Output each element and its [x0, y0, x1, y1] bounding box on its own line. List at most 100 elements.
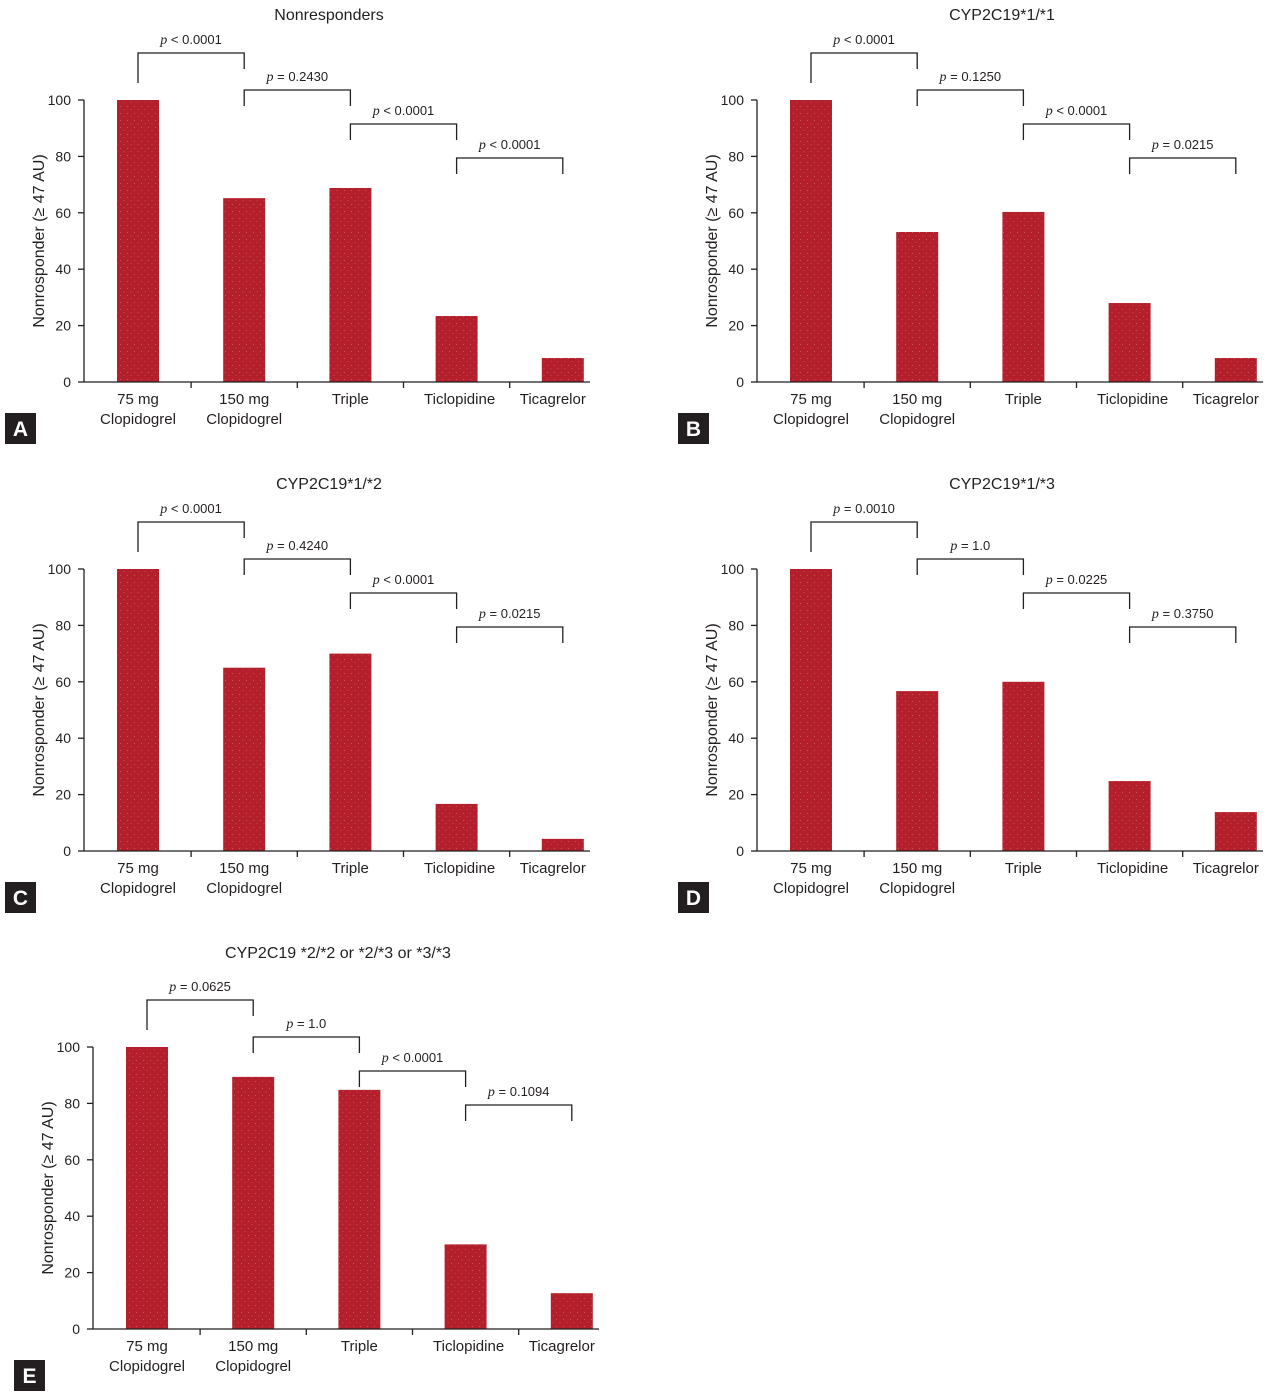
- bar-75-mg-clopidogrel: [790, 569, 832, 851]
- significance-bracket: [349, 123, 458, 140]
- bar-ticlopidine: [435, 803, 478, 851]
- y-tick-label: 80: [55, 148, 71, 164]
- bar-150-mg-clopidogrel: [896, 231, 939, 382]
- chart-title: CYP2C19*1/*3: [949, 476, 1055, 493]
- bar-triple: [1002, 681, 1045, 851]
- bar-triple: [329, 653, 372, 851]
- p-value-label: p = 0.0215: [478, 606, 541, 622]
- category-label-triple: Triple: [1005, 860, 1042, 877]
- category-label-150-mg-clopidogrel: Clopidogrel: [215, 1358, 291, 1375]
- y-tick-label: 80: [728, 148, 744, 164]
- panel-d: CYP2C19*1/*3 0 20 40 60 80 100 75 mg Clopidogrel…: [678, 476, 1263, 913]
- panel-a: Nonresponders 0 20 40 60 80 100 75 mg Clopidogre…: [5, 7, 590, 444]
- category-label-150-mg-clopidogrel: Clopidogrel: [206, 411, 282, 428]
- y-tick-label: 40: [55, 730, 71, 746]
- y-tick-label: 80: [728, 617, 744, 633]
- category-label-75-mg-clopidogrel: 75 mg: [126, 1338, 168, 1355]
- bar-triple: [329, 187, 372, 382]
- panel-letter-box: [678, 882, 709, 913]
- significance-bracket: [358, 1070, 467, 1087]
- category-label-triple: Triple: [1005, 391, 1042, 408]
- significance-bracket: [349, 592, 458, 609]
- y-tick-label: 20: [55, 787, 71, 803]
- panel-letter-box: [14, 1360, 45, 1391]
- bar-75-mg-clopidogrel: [790, 100, 832, 382]
- significance-bracket: [137, 52, 245, 83]
- category-label-150-mg-clopidogrel: Clopidogrel: [879, 880, 955, 897]
- bar-ticagrelor: [550, 1293, 593, 1329]
- significance-bracket: [464, 1104, 573, 1121]
- panel-b: CYP2C19*1/*1 0 20 40 60 80 100 75 mg Clopidogrel…: [678, 7, 1263, 444]
- category-label-150-mg-clopidogrel: 150 mg: [892, 391, 942, 408]
- significance-bracket: [137, 521, 245, 552]
- y-tick-label: 100: [48, 92, 72, 108]
- panel-letter: D: [686, 887, 701, 910]
- p-value-label: p = 1.0: [285, 1016, 326, 1032]
- panel-letter: E: [22, 1365, 36, 1388]
- panel-letter: B: [686, 418, 701, 441]
- y-tick-label: 20: [728, 787, 744, 803]
- category-label-75-mg-clopidogrel: Clopidogrel: [773, 411, 849, 428]
- bar-ticagrelor: [1214, 358, 1257, 382]
- y-tick-label: 100: [721, 92, 745, 108]
- significance-bracket: [810, 521, 918, 552]
- bar-150-mg-clopidogrel: [896, 691, 939, 851]
- significance-bracket: [916, 89, 1025, 106]
- y-tick-label: 0: [63, 374, 71, 390]
- category-label-ticlopidine: Ticlopidine: [1097, 860, 1168, 877]
- chart-title: Nonresponders: [274, 7, 383, 24]
- y-tick-label: 0: [72, 1321, 80, 1337]
- significance-bracket: [1128, 626, 1237, 643]
- p-value-label: p = 0.4240: [266, 538, 329, 554]
- y-tick-label: 40: [728, 730, 744, 746]
- y-tick-label: 60: [728, 205, 744, 221]
- category-label-ticlopidine: Ticlopidine: [433, 1338, 504, 1355]
- category-label-ticagrelor: Ticagrelor: [520, 391, 586, 408]
- category-label-ticagrelor: Ticagrelor: [1193, 391, 1259, 408]
- bar-ticagrelor: [1214, 812, 1257, 851]
- category-label-ticlopidine: Ticlopidine: [1097, 391, 1168, 408]
- category-label-75-mg-clopidogrel: Clopidogrel: [109, 1358, 185, 1375]
- bar-triple: [338, 1089, 381, 1329]
- category-label-75-mg-clopidogrel: 75 mg: [117, 860, 159, 877]
- bar-ticagrelor: [541, 838, 584, 851]
- bar-150-mg-clopidogrel: [223, 198, 266, 382]
- category-label-150-mg-clopidogrel: 150 mg: [219, 391, 269, 408]
- significance-bracket: [455, 157, 564, 174]
- category-label-triple: Triple: [332, 391, 369, 408]
- significance-bracket: [1022, 123, 1131, 140]
- bar-ticagrelor: [541, 358, 584, 382]
- p-value-label: p = 0.0010: [832, 501, 895, 517]
- bar-150-mg-clopidogrel: [223, 667, 266, 851]
- category-label-150-mg-clopidogrel: 150 mg: [219, 860, 269, 877]
- y-axis-label: Nonrosponder (≥ 47 AU): [40, 1101, 57, 1274]
- y-tick-label: 60: [64, 1152, 80, 1168]
- y-tick-label: 40: [728, 261, 744, 277]
- bar-ticlopidine: [1108, 303, 1151, 382]
- y-tick-label: 20: [728, 318, 744, 334]
- category-label-triple: Triple: [332, 860, 369, 877]
- y-tick-label: 40: [64, 1208, 80, 1224]
- chart-title: CYP2C19*1/*1: [949, 7, 1055, 24]
- panel-letter-box: [5, 413, 36, 444]
- p-value-label: p < 0.0001: [832, 32, 895, 48]
- category-label-ticlopidine: Ticlopidine: [424, 860, 495, 877]
- panel-letter: A: [13, 418, 28, 441]
- significance-bracket: [916, 558, 1025, 575]
- p-value-label: p < 0.0001: [159, 32, 222, 48]
- p-value-label: p < 0.0001: [478, 137, 541, 153]
- panel-c: CYP2C19*1/*2 0 20 40 60 80 100 75 mg Clopidogrel…: [5, 476, 590, 913]
- category-label-ticagrelor: Ticagrelor: [529, 1338, 595, 1355]
- category-label-75-mg-clopidogrel: 75 mg: [790, 391, 832, 408]
- category-label-triple: Triple: [341, 1338, 378, 1355]
- y-tick-label: 0: [736, 843, 744, 859]
- y-tick-label: 20: [64, 1265, 80, 1281]
- category-label-ticlopidine: Ticlopidine: [424, 391, 495, 408]
- y-tick-label: 20: [55, 318, 71, 334]
- bar-150-mg-clopidogrel: [232, 1076, 275, 1329]
- category-label-ticagrelor: Ticagrelor: [1193, 860, 1259, 877]
- significance-bracket: [810, 52, 918, 83]
- category-label-75-mg-clopidogrel: Clopidogrel: [773, 880, 849, 897]
- significance-bracket: [1022, 592, 1131, 609]
